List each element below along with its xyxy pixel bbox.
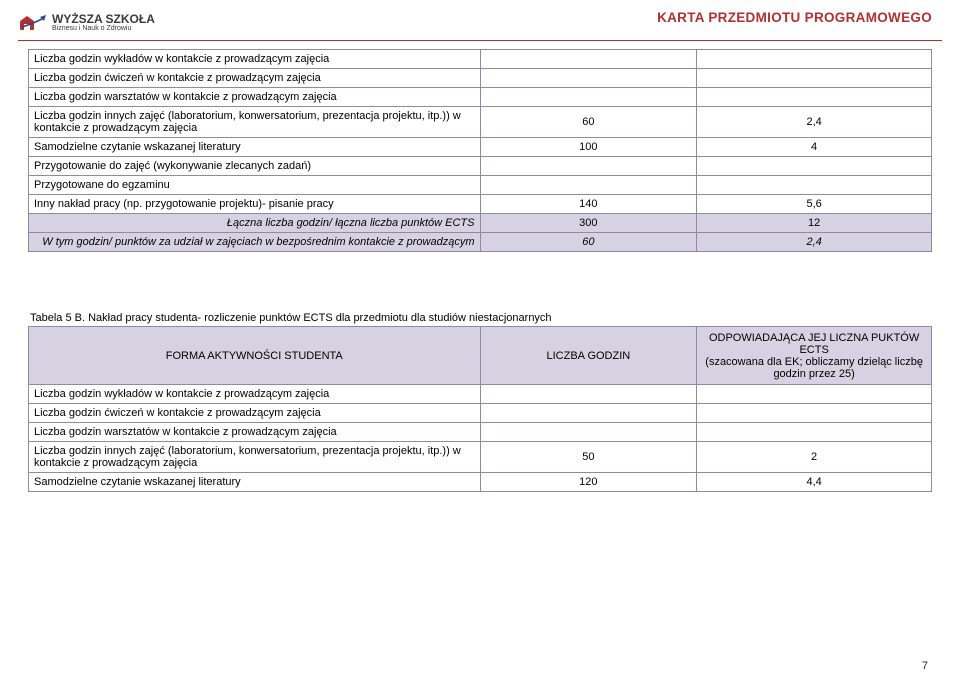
logo-sub-text: Biznesu i Nauk o Zdrowiu — [52, 25, 155, 32]
page-header: WYŻSZA SZKOŁA Biznesu i Nauk o Zdrowiu K… — [0, 0, 960, 40]
table2-caption: Tabela 5 B. Nakład pracy studenta- rozli… — [28, 312, 932, 324]
row-label: Samodzielne czytanie wskazanej literatur… — [29, 473, 481, 492]
summary-contact-label: W tym godzin/ punktów za udział w zajęci… — [29, 233, 481, 252]
table-workload-b: FORMA AKTYWNOŚCI STUDENTA LICZBA GODZIN … — [28, 326, 932, 492]
doc-title: KARTA PRZEDMIOTU PROGRAMOWEGO — [657, 10, 932, 25]
row-label: Liczba godzin wykładów w kontakcie z pro… — [29, 385, 481, 404]
row-hours: 100 — [480, 138, 697, 157]
summary-value-ects: 12 — [697, 214, 932, 233]
summary-value-hours: 300 — [480, 214, 697, 233]
summary-contact-ects: 2,4 — [697, 233, 932, 252]
row-label: Liczba godzin warsztatów w kontakcie z p… — [29, 423, 481, 442]
section-spacer — [28, 252, 932, 312]
table2-col-ects-line2: (szacowana dla EK; obliczamy dzieląc lic… — [702, 356, 926, 380]
row-ects — [697, 88, 932, 107]
table2-col-hours: LICZBA GODZIN — [480, 327, 697, 385]
row-hours — [480, 157, 697, 176]
table-row: Liczba godzin ćwiczeń w kontakcie z prow… — [29, 404, 932, 423]
row-ects — [697, 385, 932, 404]
row-ects — [697, 69, 932, 88]
row-label: Inny nakład pracy (np. przygotowanie pro… — [29, 195, 481, 214]
table-row: Samodzielne czytanie wskazanej literatur… — [29, 138, 932, 157]
table-row: Liczba godzin wykładów w kontakcie z pro… — [29, 385, 932, 404]
row-hours: 140 — [480, 195, 697, 214]
table-row: Przygotowane do egzaminu — [29, 176, 932, 195]
logo-text: WYŻSZA SZKOŁA Biznesu i Nauk o Zdrowiu — [52, 13, 155, 32]
row-ects — [697, 176, 932, 195]
row-ects — [697, 404, 932, 423]
row-ects: 4,4 — [697, 473, 932, 492]
table2-col-ects: ODPOWIADAJĄCA JEJ LICZNA PUKTÓW ECTS (sz… — [697, 327, 932, 385]
row-label: Liczba godzin wykładów w kontakcie z pro… — [29, 50, 481, 69]
row-ects — [697, 423, 932, 442]
table2-header-row: FORMA AKTYWNOŚCI STUDENTA LICZBA GODZIN … — [29, 327, 932, 385]
row-label: Przygotowanie do zajęć (wykonywanie zlec… — [29, 157, 481, 176]
summary-contact-hours: 60 — [480, 233, 697, 252]
table-row: Liczba godzin warsztatów w kontakcie z p… — [29, 88, 932, 107]
row-hours — [480, 423, 697, 442]
row-ects — [697, 157, 932, 176]
row-ects: 2,4 — [697, 107, 932, 138]
table-row: Przygotowanie do zajęć (wykonywanie zlec… — [29, 157, 932, 176]
table2-col-ects-line1: ODPOWIADAJĄCA JEJ LICZNA PUKTÓW ECTS — [702, 332, 926, 356]
table-workload-a: Liczba godzin wykładów w kontakcie z pro… — [28, 49, 932, 252]
row-ects: 2 — [697, 442, 932, 473]
table-row: Liczba godzin innych zajęć (laboratorium… — [29, 442, 932, 473]
row-label: Przygotowane do egzaminu — [29, 176, 481, 195]
row-ects — [697, 50, 932, 69]
table-row: Liczba godzin wykładów w kontakcie z pro… — [29, 50, 932, 69]
table-row-summary-contact: W tym godzin/ punktów za udział w zajęci… — [29, 233, 932, 252]
row-hours — [480, 88, 697, 107]
row-hours — [480, 69, 697, 88]
row-ects: 5,6 — [697, 195, 932, 214]
row-hours — [480, 50, 697, 69]
table-row: Inny nakład pracy (np. przygotowanie pro… — [29, 195, 932, 214]
table-row: Liczba godzin innych zajęć (laboratorium… — [29, 107, 932, 138]
row-label: Liczba godzin warsztatów w kontakcie z p… — [29, 88, 481, 107]
row-label: Samodzielne czytanie wskazanej literatur… — [29, 138, 481, 157]
page-number: 7 — [922, 660, 928, 672]
row-hours: 120 — [480, 473, 697, 492]
row-hours — [480, 385, 697, 404]
row-label: Liczba godzin innych zajęć (laboratorium… — [29, 107, 481, 138]
table-row-summary: Łączna liczba godzin/ łączna liczba punk… — [29, 214, 932, 233]
row-label: Liczba godzin ćwiczeń w kontakcie z prow… — [29, 404, 481, 423]
table-row: Liczba godzin ćwiczeń w kontakcie z prow… — [29, 69, 932, 88]
row-ects: 4 — [697, 138, 932, 157]
row-hours: 50 — [480, 442, 697, 473]
row-hours — [480, 404, 697, 423]
row-label: Liczba godzin ćwiczeń w kontakcie z prow… — [29, 69, 481, 88]
logo-main-text: WYŻSZA SZKOŁA — [52, 13, 155, 25]
row-hours: 60 — [480, 107, 697, 138]
table-row: Liczba godzin warsztatów w kontakcie z p… — [29, 423, 932, 442]
summary-label: Łączna liczba godzin/ łączna liczba punk… — [29, 214, 481, 233]
logo-icon — [18, 10, 48, 34]
logo-block: WYŻSZA SZKOŁA Biznesu i Nauk o Zdrowiu — [18, 10, 155, 34]
page-content: Liczba godzin wykładów w kontakcie z pro… — [0, 41, 960, 492]
table2-col-activity: FORMA AKTYWNOŚCI STUDENTA — [29, 327, 481, 385]
row-label: Liczba godzin innych zajęć (laboratorium… — [29, 442, 481, 473]
row-hours — [480, 176, 697, 195]
table-row: Samodzielne czytanie wskazanej literatur… — [29, 473, 932, 492]
